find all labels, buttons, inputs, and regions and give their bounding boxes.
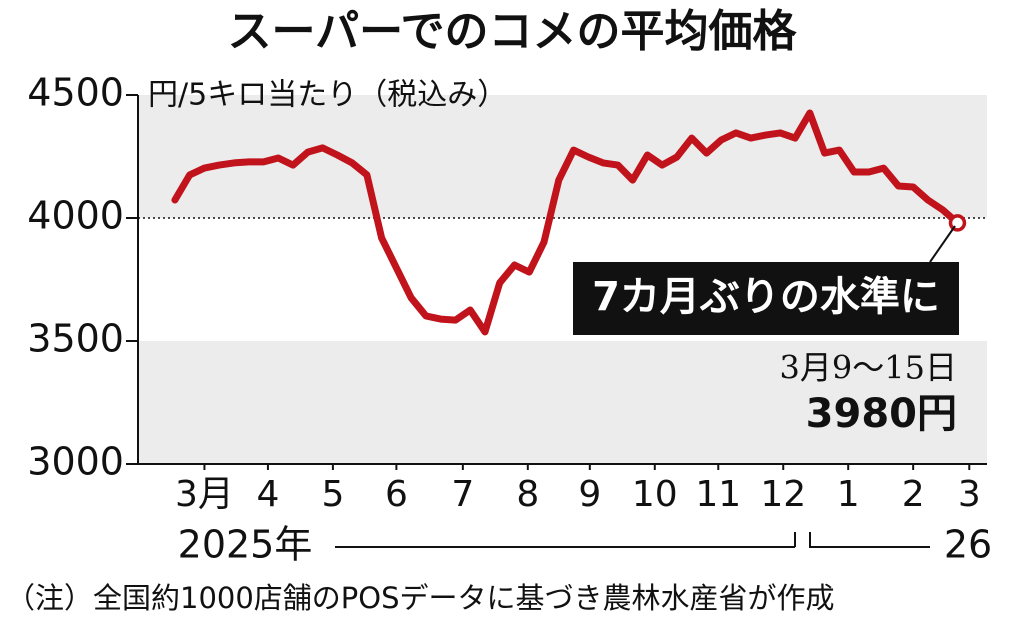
x-tick-label: 11 xyxy=(695,474,741,515)
band xyxy=(138,341,987,464)
date-label: 3月9～15日 xyxy=(780,349,957,387)
y-tick-label: 3500 xyxy=(27,317,124,361)
y-tick-label: 3000 xyxy=(27,440,124,484)
band xyxy=(138,95,987,218)
x-tick-label: 3月 xyxy=(175,474,234,515)
x-tick-label: 10 xyxy=(632,474,678,515)
x-tick-label: 7 xyxy=(451,474,474,515)
annotation-box xyxy=(573,262,959,335)
year-bracket xyxy=(335,532,930,548)
y-tick-label: 4500 xyxy=(27,71,124,115)
x-tick-label: 9 xyxy=(578,474,601,515)
x-tick-label: 8 xyxy=(516,474,539,515)
note: （注）全国約1000店舗のPOSデータに基づき農林水産省が作成 xyxy=(6,581,835,615)
x-tick-label: 6 xyxy=(385,474,408,515)
annotation-pointer xyxy=(929,225,956,263)
x-tick-label: 5 xyxy=(321,474,344,515)
x-tick-label: 2 xyxy=(902,474,925,515)
year-label: 26 xyxy=(944,523,992,567)
x-tick-label: 4 xyxy=(256,474,279,515)
x-tick-label: 12 xyxy=(760,474,806,515)
y-tick-label: 4000 xyxy=(27,194,124,238)
annotation: 7カ月ぶりの水準に xyxy=(592,274,940,320)
line xyxy=(171,109,961,336)
unit-label: 円/5キロ当たり（税込み） xyxy=(148,78,507,113)
chart-title: スーパーでのコメの平均価格 xyxy=(228,6,798,57)
value-label: 3980円 xyxy=(806,391,957,437)
year-label: 2025年 xyxy=(178,523,313,567)
x-tick-label: 3 xyxy=(958,474,981,515)
x-tick-label: 1 xyxy=(837,474,860,515)
